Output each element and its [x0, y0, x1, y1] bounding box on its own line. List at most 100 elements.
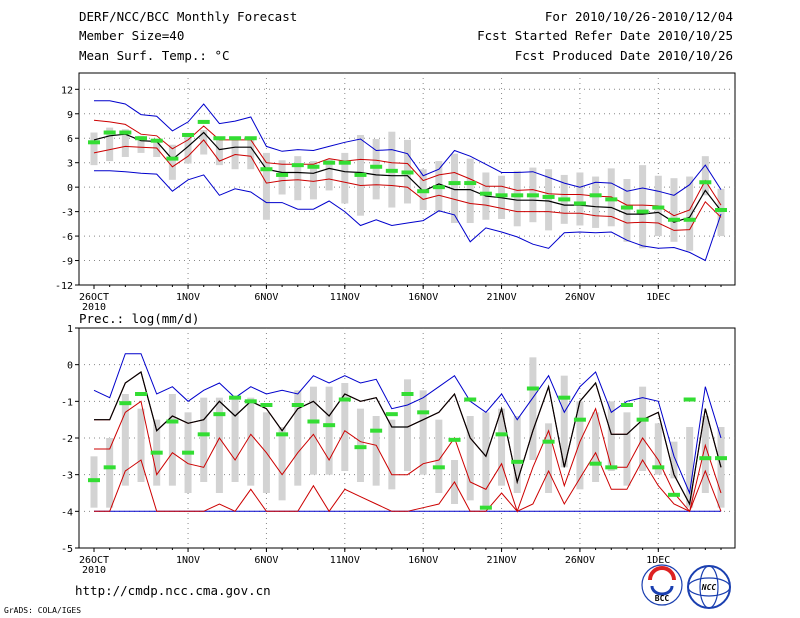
obs-marker	[166, 419, 179, 424]
obs-marker	[213, 136, 226, 141]
obs-marker	[605, 197, 618, 202]
y-tick-label: -4	[61, 507, 73, 518]
y-tick-label: -3	[61, 471, 73, 482]
ensemble-box	[482, 412, 490, 508]
ensemble-box	[498, 408, 506, 486]
ensemble-box	[231, 137, 239, 170]
ensemble-box	[513, 416, 521, 493]
obs-marker	[150, 450, 163, 455]
ensemble-box	[654, 423, 662, 475]
obs-marker	[260, 403, 273, 407]
obs-marker	[307, 419, 320, 424]
obs-marker	[620, 205, 633, 210]
y-tick-label: -2	[61, 434, 73, 445]
obs-marker	[479, 505, 492, 510]
x-tick-label: 26NOV	[565, 292, 595, 303]
y-tick-label: 1	[67, 324, 73, 335]
x-tick-label: 26NOV	[565, 555, 595, 566]
obs-marker	[683, 397, 696, 402]
y-tick-label: 9	[67, 110, 73, 121]
obs-marker	[558, 395, 571, 400]
obs-marker	[323, 160, 336, 165]
ensemble-box	[592, 176, 600, 228]
ensemble-box	[231, 397, 239, 482]
obs-marker	[88, 140, 100, 145]
obs-marker	[244, 399, 257, 404]
ensemble-box	[90, 132, 98, 166]
ensemble-box	[121, 394, 129, 486]
obs-marker	[135, 392, 148, 396]
obs-marker	[715, 456, 727, 461]
x-year-label: 2010	[82, 302, 106, 313]
ensemble-box	[168, 144, 176, 180]
series-line-ens-max	[94, 100, 722, 196]
ensemble-box	[686, 427, 694, 508]
ensemble-box	[262, 152, 270, 220]
ensemble-box	[200, 130, 208, 155]
header-produced-date: Fcst Produced Date 2010/10/26	[515, 48, 733, 63]
obs-marker	[323, 423, 336, 428]
obs-marker	[182, 132, 195, 137]
ncc-logo-text: NCC	[701, 583, 717, 592]
obs-marker	[479, 191, 492, 196]
ensemble-box	[200, 397, 208, 482]
obs-marker	[448, 437, 461, 442]
obs-marker	[511, 459, 524, 464]
bcc-logo: BCC	[641, 564, 683, 606]
grads-credit: GrADS: COLA/IGES	[4, 606, 81, 615]
ensemble-box	[137, 408, 145, 482]
obs-marker	[119, 130, 132, 135]
obs-marker	[432, 185, 445, 190]
ensemble-box	[247, 397, 255, 486]
ensemble-box	[717, 188, 725, 237]
obs-marker	[260, 167, 273, 172]
x-tick-label: 21NOV	[486, 292, 516, 303]
obs-marker	[88, 478, 100, 483]
series-line-median	[94, 371, 722, 506]
obs-marker	[464, 181, 477, 186]
obs-marker	[401, 392, 414, 396]
ensemble-box	[247, 139, 255, 170]
ensemble-box	[576, 401, 584, 490]
y-tick-label: -1	[61, 397, 73, 408]
obs-marker	[526, 193, 539, 198]
ensemble-box	[215, 137, 223, 166]
ensemble-box	[278, 427, 286, 501]
x-tick-label: 11NOV	[330, 555, 360, 566]
ensemble-box	[451, 153, 459, 224]
obs-marker	[150, 138, 163, 143]
obs-marker	[119, 401, 132, 406]
x-tick-label: 16NOV	[408, 292, 438, 303]
x-tick-label: 1DEC	[646, 555, 670, 566]
x-tick-label: 26OCT	[79, 292, 109, 303]
obs-marker	[229, 395, 242, 400]
ensemble-box	[607, 401, 615, 471]
obs-marker	[229, 136, 242, 141]
bcc-logo-text: BCC	[655, 594, 670, 603]
series-line-lower-quartile	[93, 139, 722, 231]
ensemble-box	[184, 134, 192, 164]
obs-marker	[495, 432, 508, 437]
ensemble-box	[623, 412, 631, 486]
ensemble-box	[341, 152, 349, 204]
series-line-ens-max	[93, 353, 722, 495]
header-variable: Mean Surf. Temp.: °C	[79, 48, 230, 63]
obs-marker	[338, 397, 351, 402]
ensemble-box	[670, 441, 678, 479]
obs-marker	[667, 217, 680, 222]
x-tick-label: 1DEC	[646, 292, 670, 303]
obs-marker	[385, 168, 398, 173]
obs-marker	[667, 492, 680, 497]
x-tick-label: 1NOV	[176, 292, 200, 303]
obs-marker	[307, 164, 320, 169]
obs-marker	[589, 461, 602, 466]
obs-marker	[683, 217, 696, 222]
footer-url[interactable]: http://cmdp.ncc.cma.gov.cn	[75, 583, 271, 598]
ensemble-box	[278, 160, 286, 195]
temperature-panel: -12 -9 -6 -3 0 3 6 9 12 26OCT 1NOV 6NOV 11NOV 16NOV 21…	[55, 72, 736, 313]
obs-marker	[652, 205, 665, 210]
obs-marker	[354, 445, 367, 450]
series-line-median	[93, 131, 722, 223]
ensemble-box	[639, 386, 647, 471]
